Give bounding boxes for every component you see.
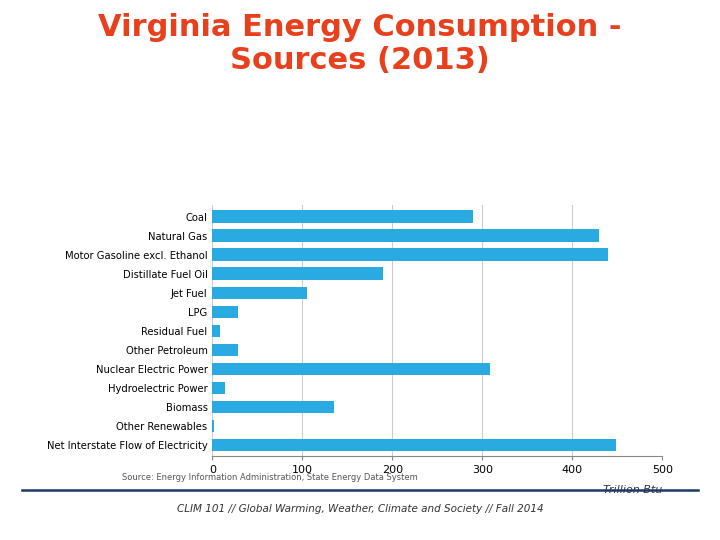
Text: Source: Energy Information Administration, State Energy Data System: Source: Energy Information Administratio…: [122, 472, 418, 482]
Bar: [212, 382, 225, 394]
Bar: [212, 267, 383, 280]
Bar: [212, 248, 608, 261]
Text: Virginia Energy Consumption -
Sources (2013): Virginia Energy Consumption - Sources (2…: [98, 14, 622, 75]
Bar: [212, 343, 238, 356]
Bar: [212, 401, 334, 413]
Bar: [212, 230, 599, 242]
Text: CLIM 101 // Global Warming, Weather, Climate and Society // Fall 2014: CLIM 101 // Global Warming, Weather, Cli…: [176, 504, 544, 514]
Bar: [212, 287, 307, 299]
Bar: [212, 306, 238, 318]
Bar: [212, 211, 474, 223]
Bar: [212, 438, 616, 451]
Bar: [212, 363, 490, 375]
Bar: [212, 325, 220, 337]
Text: Trillion Btu: Trillion Btu: [603, 485, 662, 495]
Bar: [212, 420, 215, 432]
